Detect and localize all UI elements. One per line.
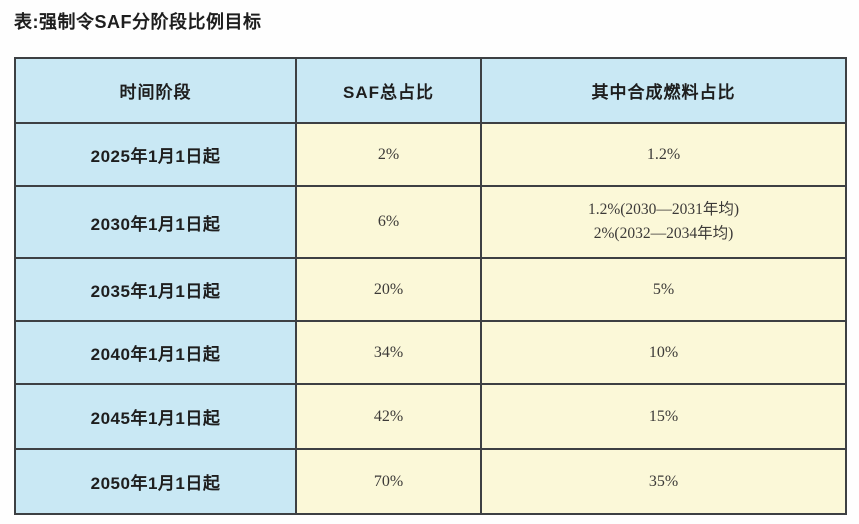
synthetic-cell: 5% (480, 257, 847, 322)
synthetic-line: 1.2%(2030—2031年均) (587, 200, 740, 218)
synthetic-line: 2%(2032—2034年均) (593, 225, 734, 242)
table-row: 2030年1月1日起 6% 1.2%(2030—2031年均) 2%(2032—… (14, 185, 847, 259)
saf-total-cell: 34% (295, 320, 482, 385)
synthetic-cell: 15% (480, 383, 847, 450)
table-row: 2025年1月1日起 2% 1.2% (14, 122, 847, 187)
table-row: 2040年1月1日起 34% 10% (14, 320, 847, 385)
period-cell: 2035年1月1日起 (14, 257, 297, 322)
table-row: 2035年1月1日起 20% 5% (14, 257, 847, 322)
header-cell-synthetic: 其中合成燃料占比 (480, 57, 847, 124)
saf-total-cell: 2% (295, 122, 482, 187)
saf-total-cell: 20% (295, 257, 482, 322)
table-row: 2050年1月1日起 70% 35% (14, 448, 847, 515)
saf-targets-table: 时间阶段 SAF总占比 其中合成燃料占比 2025年1月1日起 2% 1.2% … (14, 57, 847, 515)
period-cell: 2045年1月1日起 (14, 383, 297, 450)
period-cell: 2025年1月1日起 (14, 122, 297, 187)
synthetic-cell: 1.2% (480, 122, 847, 187)
header-cell-saf-total: SAF总占比 (295, 57, 482, 124)
synthetic-cell: 35% (480, 448, 847, 515)
synthetic-cell: 10% (480, 320, 847, 385)
saf-total-cell: 6% (295, 185, 482, 259)
period-cell: 2030年1月1日起 (14, 185, 297, 259)
table-caption: 表:强制令SAF分阶段比例目标 (14, 12, 262, 32)
table-row: 2045年1月1日起 42% 15% (14, 383, 847, 450)
table-header-row: 时间阶段 SAF总占比 其中合成燃料占比 (14, 57, 847, 124)
header-cell-period: 时间阶段 (14, 57, 297, 124)
synthetic-cell: 1.2%(2030—2031年均) 2%(2032—2034年均) (480, 185, 847, 259)
period-cell: 2050年1月1日起 (14, 448, 297, 515)
saf-total-cell: 42% (295, 383, 482, 450)
saf-total-cell: 70% (295, 448, 482, 515)
period-cell: 2040年1月1日起 (14, 320, 297, 385)
